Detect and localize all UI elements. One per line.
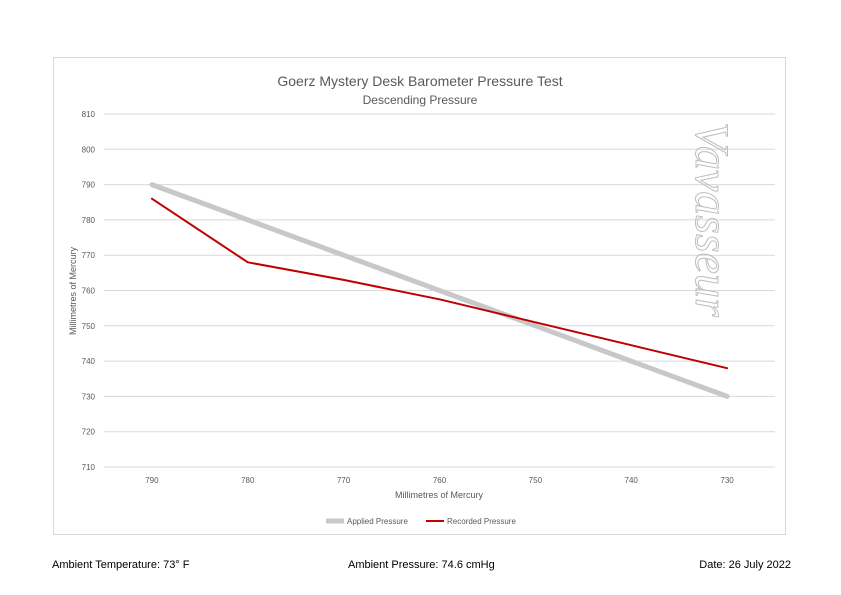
x-tick-label: 780: [241, 476, 255, 485]
chart-subtitle: Descending Pressure: [363, 93, 478, 107]
y-axis-label: Millimetres of Mercury: [68, 246, 78, 335]
y-tick-label: 780: [82, 216, 96, 225]
watermark: Vavasseur: [685, 122, 738, 317]
x-tick-label: 790: [145, 476, 159, 485]
x-tick-label: 770: [337, 476, 351, 485]
y-tick-label: 810: [82, 110, 96, 119]
x-tick-label: 750: [529, 476, 543, 485]
y-tick-label: 800: [82, 145, 96, 154]
y-tick-label: 730: [82, 392, 96, 401]
test-date: Date: 26 July 2022: [699, 559, 791, 571]
y-tick-label: 740: [82, 357, 96, 366]
x-tick-label: 730: [720, 476, 734, 485]
y-tick-label: 770: [82, 251, 96, 260]
legend-label: Applied Pressure: [347, 517, 408, 526]
chart-title: Goerz Mystery Desk Barometer Pressure Te…: [277, 73, 562, 89]
y-tick-label: 790: [82, 181, 96, 190]
legend-label: Recorded Pressure: [447, 517, 516, 526]
chart-frame: [53, 57, 786, 535]
series-line-recorded-pressure: [150, 197, 729, 370]
ambient-temperature: Ambient Temperature: 73° F: [52, 559, 190, 571]
x-axis-label: Millimetres of Mercury: [395, 490, 484, 500]
y-tick-label: 750: [82, 322, 96, 331]
series-line-applied-pressure: [149, 182, 730, 399]
x-tick-label: 760: [433, 476, 447, 485]
x-tick-label: 740: [625, 476, 639, 485]
y-tick-label: 760: [82, 287, 96, 296]
y-tick-label: 720: [82, 428, 96, 437]
ambient-pressure: Ambient Pressure: 74.6 cmHg: [348, 559, 495, 571]
y-tick-label: 710: [82, 463, 96, 472]
